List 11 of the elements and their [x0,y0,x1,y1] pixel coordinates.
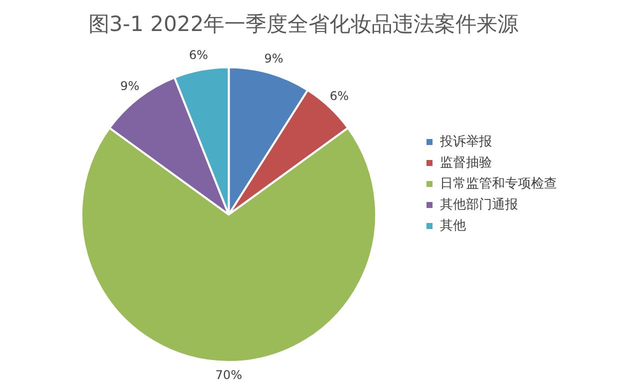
legend-label: 其他部门通报 [440,196,518,212]
chart-title: 图3-1 2022年一季度全省化妆品违法案件来源 [88,12,519,36]
data-label: 9% [264,52,284,66]
data-label: 70% [215,368,242,382]
data-label: 9% [120,79,140,94]
legend-label: 监督抽验 [440,155,492,170]
data-label: 6% [330,89,349,104]
legend-label: 其他 [440,218,466,234]
data-label: 6% [188,48,208,62]
legend-label: 投诉举报 [439,134,492,150]
legend-label: 日常监管和专项检查 [440,176,557,192]
